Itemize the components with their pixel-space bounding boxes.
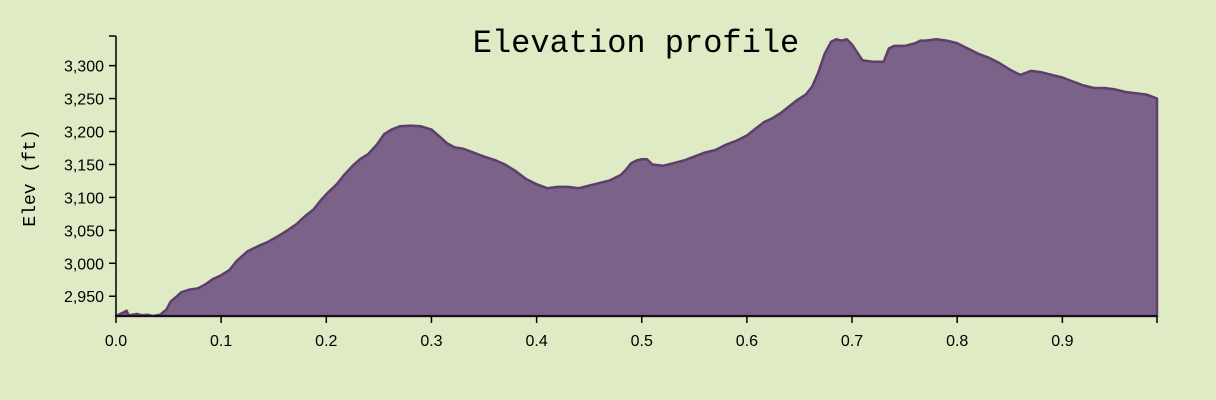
- x-axis: 0.0 0.1 0.2 0.3 0.4 0.5 0.6 0.7 0.8 0.9: [105, 315, 1158, 350]
- y-tick-label: 3,200: [64, 125, 104, 142]
- x-tick-label: 0.8: [946, 333, 968, 350]
- x-tick-label: 0.2: [315, 333, 337, 350]
- y-tick-label: 3,250: [64, 92, 104, 109]
- x-tick-label: 0.9: [1051, 333, 1073, 350]
- elevation-area: [114, 38, 1159, 318]
- chart-title: Elevation profile: [473, 25, 799, 62]
- y-tick-label: 3,150: [64, 157, 104, 174]
- x-tick-label: 0.7: [841, 333, 863, 350]
- y-tick-label: 3,100: [64, 190, 104, 207]
- x-tick-label: 0.1: [210, 333, 232, 350]
- x-tick-label: 0.4: [525, 333, 547, 350]
- x-tick-label: 0.5: [631, 333, 653, 350]
- y-axis: 2,950 3,000 3,050 3,100 3,150 3,200 3,250 3,300: [64, 35, 117, 316]
- y-tick-label: 3,300: [64, 59, 104, 76]
- y-tick-label: 3,000: [64, 256, 104, 273]
- x-tick-label: 0.0: [105, 333, 127, 350]
- x-tick-label: 0.3: [420, 333, 442, 350]
- y-tick-label: 3,050: [64, 223, 104, 240]
- x-tick-label: 0.6: [736, 333, 758, 350]
- y-axis-label: Elev (ft): [21, 129, 41, 226]
- y-tick-label: 2,950: [64, 289, 104, 306]
